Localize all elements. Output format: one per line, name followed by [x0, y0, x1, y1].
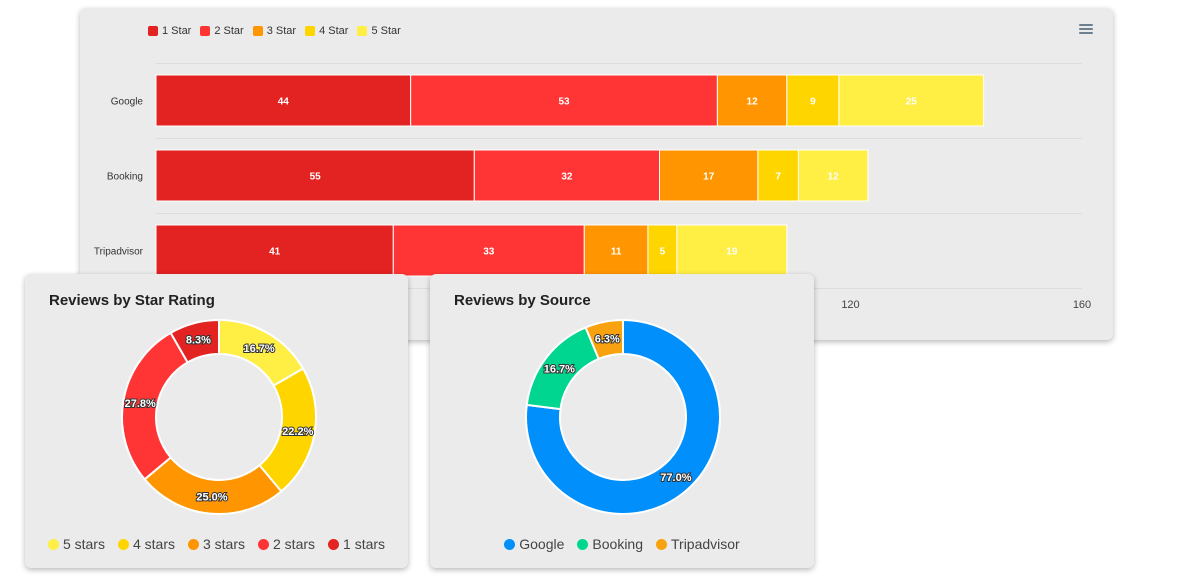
legend-label: Google	[519, 536, 565, 552]
legend-dot	[117, 538, 129, 550]
bar-booking-4-star[interactable]	[757, 149, 799, 202]
legend-label: 4 stars	[132, 536, 175, 552]
legend-label: 2 stars	[273, 536, 316, 552]
data-label: 44	[278, 97, 290, 108]
slice-label-tripadvisor: 6.3%	[595, 334, 620, 346]
bar-booking-2-star[interactable]	[473, 149, 661, 202]
legend-dot	[504, 538, 516, 550]
legend-item-4-stars[interactable]: 4 stars	[117, 536, 175, 552]
legend-dot	[47, 538, 59, 550]
slice-label-5-stars: 16.7%	[243, 343, 274, 355]
legend-item-5-star[interactable]: 5 Star	[357, 25, 401, 37]
legend-item-5-stars[interactable]: 5 stars	[47, 536, 105, 552]
star-rating-donut: 16.7% 22.2% 25.0% 27.8% 8.3%	[121, 318, 317, 515]
legend-label: 3 stars	[202, 536, 245, 552]
slice-label-3-stars: 25.0%	[196, 492, 227, 504]
legend-swatch	[357, 26, 368, 36]
legend-label: Booking	[592, 536, 643, 552]
slice-3-stars[interactable]	[143, 456, 283, 515]
legend-item-3-star[interactable]: 3 Star	[252, 25, 297, 37]
slice-label-1-stars: 8.3%	[186, 335, 211, 347]
bar-chart-legend: 1 Star 2 Star 3 Star 4 Star 5 Star	[148, 25, 401, 37]
legend-dot	[187, 538, 199, 550]
legend-swatch	[148, 26, 158, 36]
star-rating-legend: 5 stars 4 stars 3 stars 2 stars 1 stars	[25, 536, 408, 552]
legend-item-2-star[interactable]: 2 Star	[200, 25, 244, 37]
x-tick-label: 120	[841, 299, 859, 311]
x-tick-label: 160	[1073, 299, 1091, 311]
data-label: 17	[703, 172, 715, 183]
slice-label-4-stars: 22.2%	[282, 426, 313, 438]
bar-google-3-star[interactable]	[716, 74, 788, 127]
legend-label: 5 Star	[371, 25, 401, 37]
legend-item-google[interactable]: Google	[504, 536, 564, 552]
bar-booking-5-star[interactable]	[797, 149, 869, 202]
data-label: 19	[726, 247, 738, 258]
slice-label-2-stars: 27.8%	[125, 398, 156, 410]
legend-item-booking[interactable]: Booking	[577, 536, 643, 552]
source-donut: 77.0% 16.7% 6.3%	[525, 318, 721, 515]
legend-label: Tripadvisor	[671, 536, 740, 552]
category-label-booking: Booking	[107, 172, 143, 183]
data-label: 55	[310, 172, 322, 183]
legend-swatch	[200, 26, 211, 36]
bar-google-2-star[interactable]	[410, 74, 718, 127]
data-label: 5	[660, 247, 666, 258]
bar-google-5-star[interactable]	[838, 74, 985, 127]
bar-tripadvisor-4-star[interactable]	[647, 224, 678, 277]
legend-dot	[656, 538, 667, 550]
bar-tripadvisor-1-star[interactable]	[155, 224, 394, 277]
bar-tripadvisor-5-star[interactable]	[676, 224, 788, 277]
star-rating-title: Reviews by Star Rating	[49, 292, 215, 309]
legend-label: 1 Star	[162, 25, 192, 37]
source-title: Reviews by Source	[454, 292, 591, 309]
source-donut-card: Reviews by Source 77.0% 16.7% 6.3% Google B…	[430, 274, 814, 568]
legend-label: 5 stars	[62, 536, 105, 552]
legend-item-tripadvisor[interactable]: Tripadvisor	[656, 536, 740, 552]
legend-label: 1 stars	[343, 536, 386, 552]
legend-dot	[577, 538, 589, 550]
legend-dot	[258, 538, 269, 550]
data-label: 12	[828, 172, 840, 183]
legend-label: 3 Star	[266, 25, 297, 37]
legend-item-3-stars[interactable]: 3 stars	[187, 536, 245, 552]
category-label-tripadvisor: Tripadvisor	[94, 247, 144, 258]
data-label: 9	[810, 97, 816, 108]
legend-dot	[328, 538, 340, 550]
slice-label-booking: 16.7%	[544, 364, 575, 376]
data-label: 25	[906, 97, 918, 108]
legend-swatch	[252, 26, 263, 36]
data-label: 12	[747, 97, 759, 108]
slice-1-stars[interactable]	[169, 318, 220, 364]
slice-label-google: 77.0%	[660, 472, 691, 484]
data-label: 7	[775, 172, 781, 183]
menu-icon[interactable]	[1079, 24, 1093, 34]
bar-tripadvisor-3-star[interactable]	[583, 224, 649, 277]
slice-google[interactable]	[525, 318, 721, 515]
legend-label: 4 Star	[319, 25, 349, 37]
legend-item-2-stars[interactable]: 2 stars	[258, 536, 315, 552]
data-label: 53	[558, 97, 570, 108]
legend-item-1-star[interactable]: 1 Star	[148, 25, 191, 37]
data-label: 41	[269, 247, 281, 258]
source-legend: Google Booking Tripadvisor	[430, 536, 814, 552]
star-rating-donut-card: Reviews by Star Rating 16.7% 22.2% 25.0% 27…	[25, 274, 408, 568]
bar-booking-3-star[interactable]	[659, 149, 759, 202]
data-label: 32	[561, 172, 573, 183]
bar-booking-1-star[interactable]	[155, 149, 475, 202]
bar-google-4-star[interactable]	[786, 74, 840, 127]
category-label-google: Google	[111, 97, 144, 108]
data-label: 33	[483, 247, 495, 258]
legend-swatch	[305, 26, 316, 36]
legend-item-4-star[interactable]: 4 Star	[305, 25, 348, 37]
legend-label: 2 Star	[214, 25, 244, 37]
data-label: 11	[611, 247, 622, 258]
legend-item-1-stars[interactable]: 1 stars	[328, 536, 385, 552]
slice-tripadvisor[interactable]	[584, 318, 624, 361]
